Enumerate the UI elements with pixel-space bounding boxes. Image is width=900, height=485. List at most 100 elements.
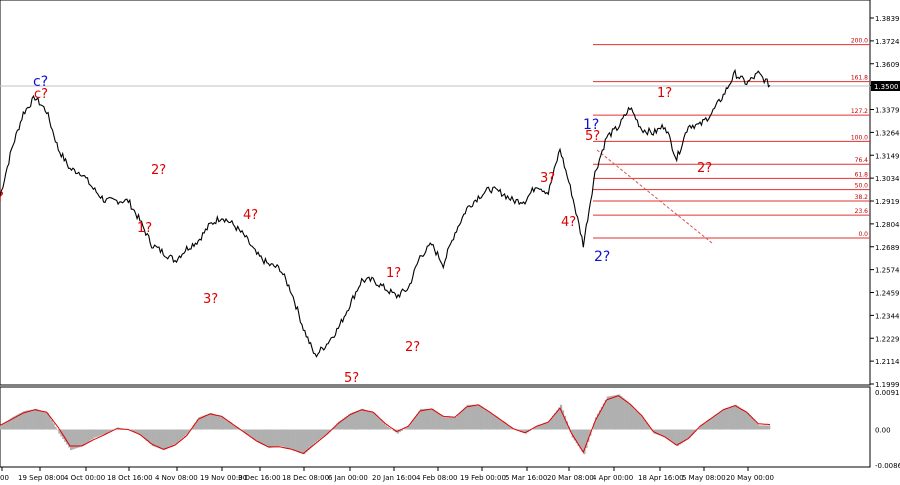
oscillator-bar bbox=[764, 425, 767, 430]
oscillator-bar bbox=[670, 429, 674, 442]
wave-label-5b: 5? bbox=[585, 129, 600, 144]
oscillator-bar bbox=[182, 429, 186, 438]
oscillator-bar bbox=[151, 429, 154, 446]
oscillator-bar bbox=[385, 425, 388, 430]
oscillator-bar bbox=[427, 408, 431, 430]
oscillator-bar bbox=[91, 429, 94, 440]
oscillator-bar bbox=[70, 429, 73, 451]
oscillator-bar bbox=[464, 406, 467, 430]
oscillator-bar bbox=[136, 429, 139, 434]
oscillator-bar bbox=[406, 426, 409, 430]
oscillator-bar bbox=[206, 414, 209, 430]
oscillator-bar bbox=[729, 406, 732, 430]
price-axis: 1.3839 1.3724 1.3609 1.3379 1.3264 1.3149 1.30… bbox=[870, 15, 900, 389]
oscillator-bar bbox=[711, 417, 714, 430]
oscillator-bar bbox=[173, 429, 176, 445]
oscillator-bar bbox=[309, 429, 312, 449]
oscillator-bar bbox=[701, 424, 705, 430]
oscillator-bar bbox=[274, 429, 277, 447]
oscillator-bar bbox=[581, 429, 584, 452]
oscillator-bar bbox=[723, 408, 726, 430]
oscillator-bar bbox=[315, 429, 318, 442]
oscillator-bar bbox=[97, 429, 100, 437]
oscillator-bar bbox=[326, 429, 329, 434]
oscillator-bar bbox=[106, 429, 110, 433]
oscillator-bar bbox=[484, 408, 487, 430]
oscillator-bar bbox=[87, 429, 90, 442]
oscillator-bar bbox=[159, 429, 162, 449]
oscillator-bar bbox=[579, 429, 582, 449]
oscillator-bar bbox=[458, 413, 462, 430]
oscillator-bar bbox=[50, 419, 53, 430]
price-tick-label: 1.2229 bbox=[875, 335, 900, 343]
oscillator-bar bbox=[447, 417, 450, 430]
oscillator-bar bbox=[705, 421, 709, 430]
oscillator-bar bbox=[635, 411, 639, 430]
oscillator-bar bbox=[301, 429, 304, 454]
oscillator-bar bbox=[54, 426, 57, 430]
oscillator-bar bbox=[758, 425, 761, 430]
wave-label-3b: 3? bbox=[540, 171, 555, 186]
oscillator-bar bbox=[692, 429, 695, 434]
wave-label-2b: 2? bbox=[405, 340, 420, 355]
oscillator-bar bbox=[672, 429, 676, 444]
oscillator-bar bbox=[752, 419, 755, 430]
main-panel-frame bbox=[0, 0, 871, 386]
oscillator-bar bbox=[416, 414, 419, 430]
oscillator-panel-frame bbox=[0, 386, 871, 468]
oscillator-bar bbox=[210, 413, 213, 430]
oscillator-bar bbox=[536, 425, 539, 430]
oscillator-bar bbox=[608, 396, 611, 430]
oscillator-bar bbox=[453, 417, 456, 430]
wave-label-c-red: c? bbox=[34, 87, 48, 102]
oscillator-bar bbox=[66, 429, 69, 445]
oscillator-bar bbox=[110, 429, 114, 431]
oscillator-bar bbox=[3, 422, 7, 430]
oscillator-bar bbox=[223, 418, 226, 430]
oscillator-bar bbox=[377, 417, 380, 430]
oscillator-bar bbox=[649, 428, 652, 430]
price-tick-label: 1.3149 bbox=[875, 152, 900, 160]
oscillator-bar bbox=[631, 406, 635, 430]
oscillator-bar bbox=[83, 429, 86, 445]
oscillator-bar bbox=[141, 429, 145, 438]
oscillator-bar bbox=[431, 408, 434, 430]
oscillator-bar bbox=[665, 429, 668, 438]
oscillator-bar bbox=[437, 413, 440, 430]
price-tick-label: 1.2689 bbox=[875, 244, 900, 252]
oscillator-bar bbox=[13, 416, 16, 430]
oscillator-bar bbox=[11, 417, 14, 430]
oscillator-bar bbox=[414, 417, 417, 430]
wave-label-1a: 1? bbox=[137, 221, 152, 236]
time-tick-label: 19 Feb 00:00 bbox=[460, 474, 506, 482]
oscillator-bar bbox=[470, 404, 473, 430]
price-tick-label: 1.3379 bbox=[875, 107, 900, 115]
oscillator-bar bbox=[639, 415, 642, 430]
oscillator-bar bbox=[556, 410, 559, 430]
oscillator-bar bbox=[606, 396, 609, 430]
oscillator-bar bbox=[276, 429, 279, 447]
price-tick-label: 1.1999 bbox=[875, 381, 900, 389]
oscillator-bar bbox=[682, 429, 685, 442]
oscillator-bar bbox=[138, 429, 141, 435]
price-tick-label: 1.2919 bbox=[875, 198, 900, 206]
oscillator-bar bbox=[303, 429, 306, 455]
oscillator-bar bbox=[9, 418, 12, 430]
oscillator-bar bbox=[157, 429, 160, 449]
oscillator-bar bbox=[56, 429, 59, 431]
oscillator-bar bbox=[336, 423, 339, 430]
price-series-line bbox=[0, 68, 771, 358]
oscillator-bar bbox=[266, 429, 269, 447]
oscillator-bar bbox=[550, 418, 553, 430]
fib-level-label: 50.0 bbox=[855, 183, 869, 190]
wave-label-5a: 5? bbox=[344, 371, 359, 386]
oscillator-bar bbox=[262, 429, 265, 445]
oscillator-bar bbox=[171, 429, 174, 446]
oscillator-bar bbox=[721, 410, 724, 430]
oscillator-bar bbox=[334, 425, 337, 430]
oscillator-bar bbox=[75, 429, 79, 449]
oscillator-bar bbox=[318, 429, 322, 440]
oscillator-bar bbox=[386, 426, 390, 430]
fib-level-label: 23.6 bbox=[855, 208, 869, 215]
oscillator-bar bbox=[400, 429, 403, 431]
